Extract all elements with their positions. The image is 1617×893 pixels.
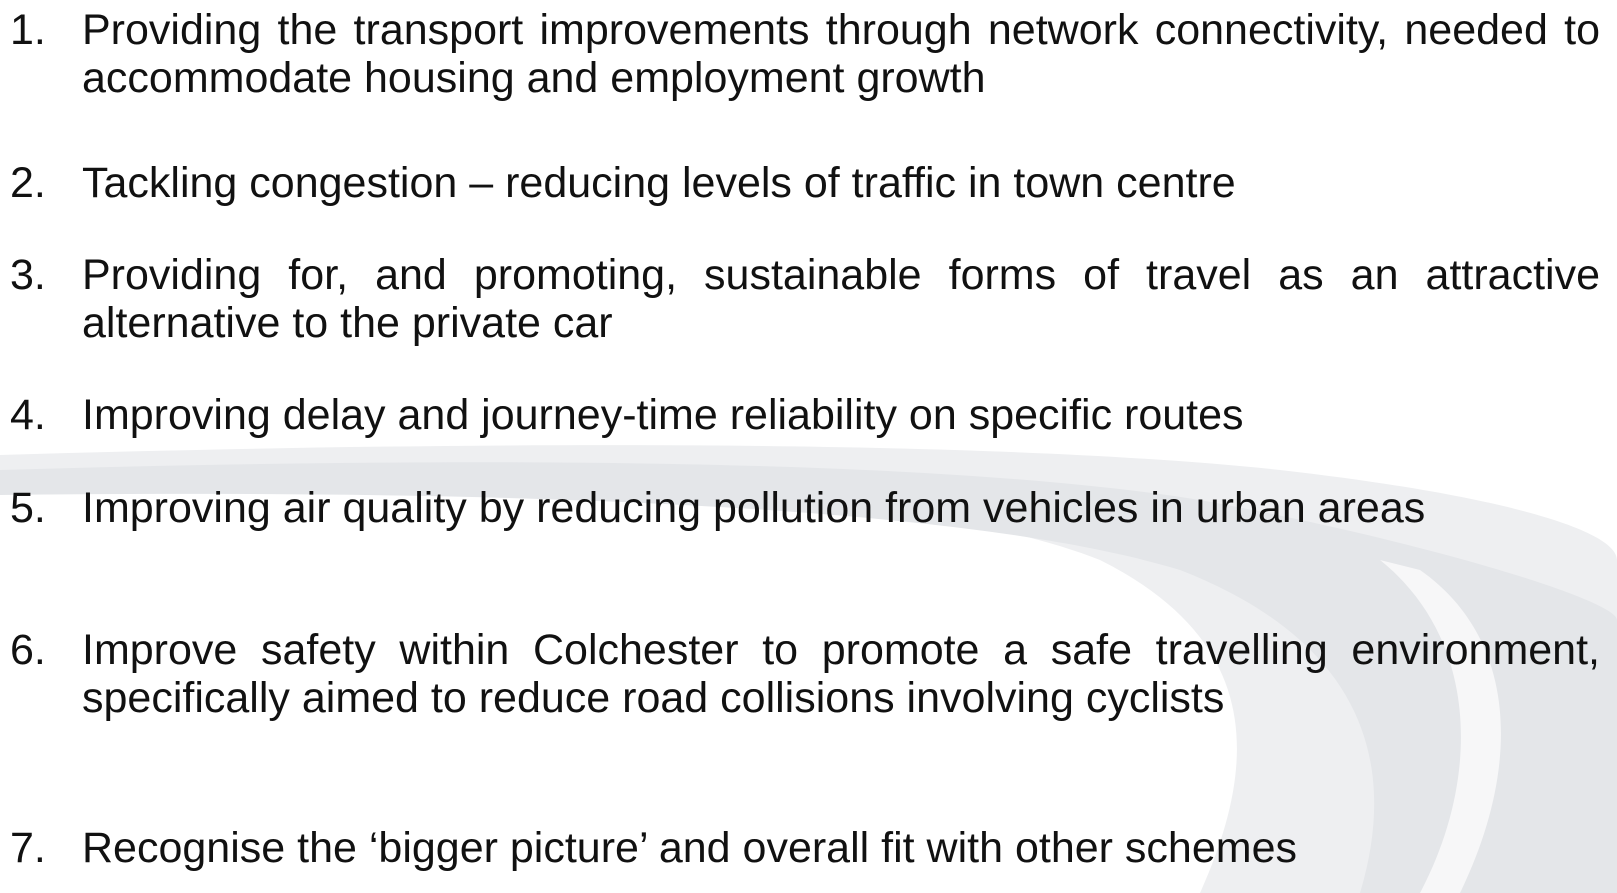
item-number: 3.: [10, 251, 46, 299]
item-number: 1.: [10, 6, 46, 54]
item-text: Improving delay and journey-time reliabi…: [82, 391, 1244, 439]
item-number: 4.: [10, 391, 46, 439]
item-number: 7.: [10, 824, 46, 872]
item-number: 5.: [10, 484, 46, 532]
item-text: Providing for, and promoting, sustainabl…: [82, 251, 1600, 347]
item-text: Improving air quality by reducing pollut…: [82, 484, 1426, 532]
item-text: Improve safety within Colchester to prom…: [82, 626, 1600, 722]
item-number: 2.: [10, 159, 46, 207]
item-number: 6.: [10, 626, 46, 674]
item-text: Recognise the ‘bigger picture’ and overa…: [82, 824, 1297, 872]
item-text: Providing the transport improvements thr…: [82, 6, 1600, 102]
item-text: Tackling congestion – reducing levels of…: [82, 159, 1236, 207]
